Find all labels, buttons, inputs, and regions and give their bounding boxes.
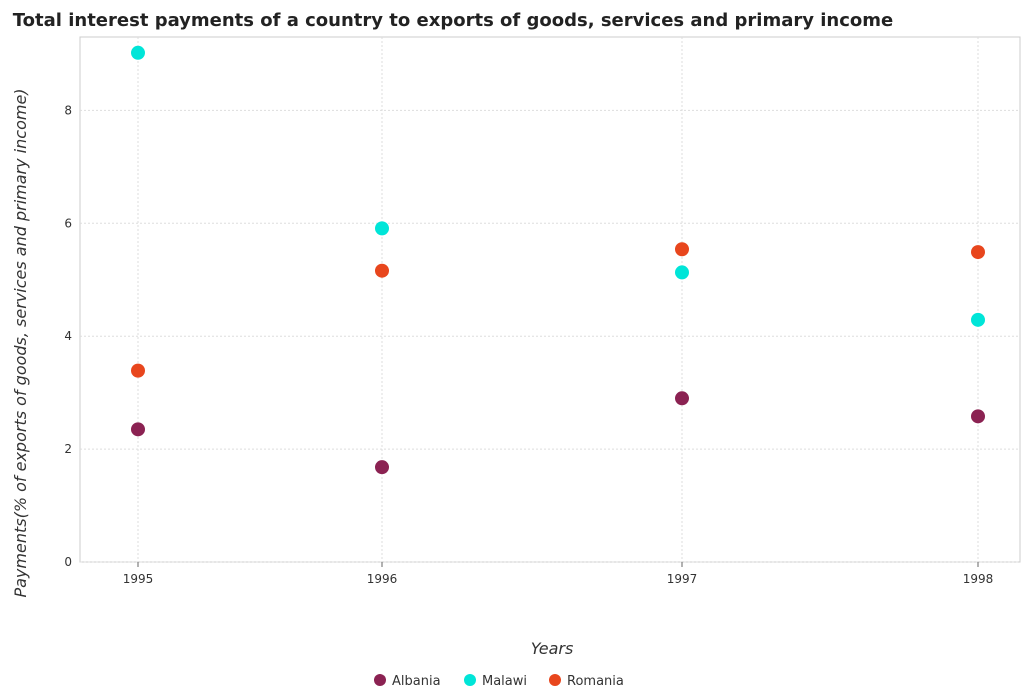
point-romania-1995	[131, 363, 145, 378]
y-tick-label: 0	[64, 555, 72, 569]
legend-marker-romania	[549, 674, 561, 686]
point-romania-1998	[971, 245, 985, 260]
point-albania-1997	[675, 391, 689, 406]
point-albania-1995	[131, 422, 145, 437]
y-axis-label: Payments(% of exports of goods, services…	[11, 88, 30, 597]
point-albania-1996	[375, 460, 389, 475]
legend: Albania Malawi Romania	[374, 674, 624, 689]
legend-marker-malawi	[464, 674, 476, 686]
point-malawi-1997	[675, 265, 689, 280]
x-axis-ticks: 1995 1996 1997 1998	[123, 562, 994, 586]
x-tick-label: 1995	[123, 572, 154, 586]
legend-label-malawi: Malawi	[482, 674, 527, 689]
legend-label-romania: Romania	[567, 674, 624, 689]
data-points	[131, 45, 985, 475]
point-malawi-1998	[971, 312, 985, 327]
legend-marker-albania	[374, 674, 386, 686]
y-axis-ticks: 0 2 4 6 8	[64, 103, 72, 569]
y-tick-label: 6	[64, 216, 72, 230]
legend-label-albania: Albania	[392, 674, 441, 689]
point-albania-1998	[971, 409, 985, 424]
x-tick-label: 1998	[963, 572, 994, 586]
point-romania-1997	[675, 242, 689, 257]
x-tick-label: 1996	[367, 572, 398, 586]
x-axis-label: Years	[531, 639, 574, 658]
point-malawi-1995	[131, 45, 145, 60]
point-malawi-1996	[375, 221, 389, 236]
y-tick-label: 8	[64, 103, 72, 117]
point-romania-1996	[375, 263, 389, 278]
y-tick-label: 4	[64, 329, 72, 343]
x-tick-label: 1997	[667, 572, 698, 586]
chart-title: Total interest payments of a country to …	[13, 10, 893, 31]
plot-border	[79, 36, 1021, 563]
y-tick-label: 2	[64, 442, 72, 456]
grid	[79, 36, 1021, 563]
